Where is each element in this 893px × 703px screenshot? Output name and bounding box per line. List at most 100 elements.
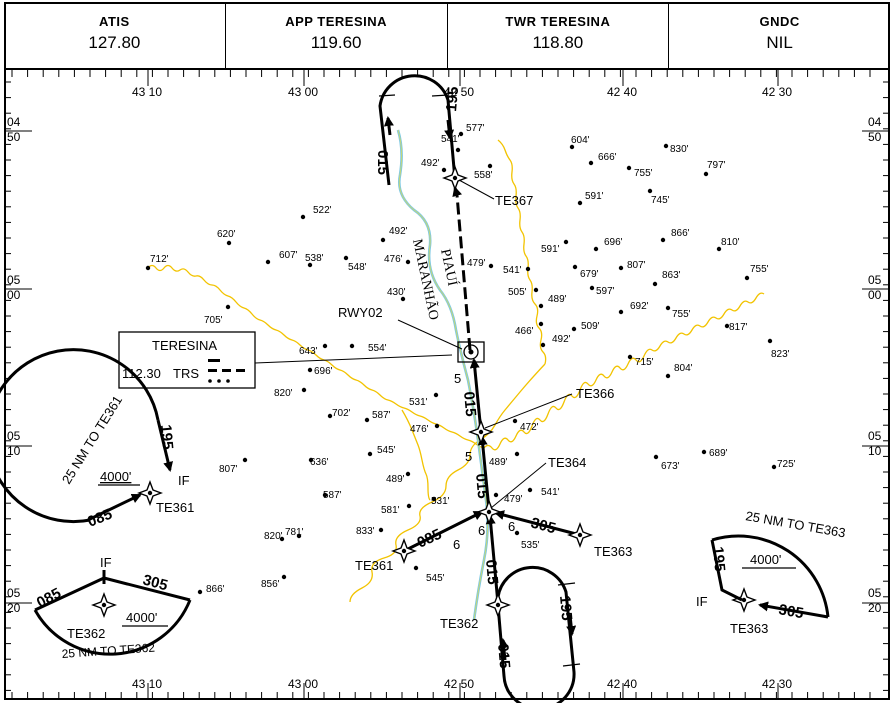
- spot-elevation-dot: [660, 237, 666, 243]
- spot-elevation-dot: [307, 262, 313, 268]
- spot-elevation-label: 817': [729, 322, 748, 333]
- spot-elevation-label: 636': [310, 457, 329, 468]
- boundary-line: [483, 292, 765, 451]
- spot-elevation-label: 581': [381, 505, 400, 516]
- spot-elevation-label: 620': [217, 229, 236, 240]
- spot-elevation-dot: [301, 387, 307, 393]
- spot-elevation-label: 545': [426, 573, 445, 584]
- spot-elevation-dot: [701, 449, 707, 455]
- spot-elevation-label: 548': [348, 262, 367, 273]
- fix-symbol-taa-te362: [91, 592, 117, 618]
- segment-distance: 6: [478, 523, 485, 538]
- lon-label: 43 10: [132, 85, 162, 99]
- freq-label: APP TERESINA: [285, 14, 388, 29]
- freq-cell-twr: TWR TERESINA 118.80: [448, 2, 670, 68]
- final-approach-segment: [455, 194, 472, 351]
- taa-te363: [710, 534, 830, 619]
- spot-elevation-dot: [487, 163, 493, 169]
- leader-lines: [254, 179, 573, 509]
- freq-value: NIL: [766, 33, 793, 52]
- vor-info-box: TERESINA 112.30 TRS: [118, 331, 256, 389]
- boundary-line: [349, 363, 546, 603]
- feeder-track: [469, 358, 483, 433]
- feeder-track-te362: [485, 514, 500, 605]
- lon-label: 43 00: [288, 677, 318, 691]
- spot-elevation-label: 479': [467, 258, 486, 269]
- spot-elevation-label: 531': [431, 496, 450, 507]
- boundary-line: [401, 409, 431, 501]
- spot-elevation-dot: [647, 188, 653, 194]
- taa-if-label: IF: [696, 594, 708, 609]
- course-label: 015: [374, 150, 391, 175]
- spot-elevation-label: 479': [504, 494, 523, 505]
- spot-elevation-label: 830': [670, 144, 689, 155]
- longitude-labels-bottom: 43 10 43 00 42 50 42 40 42 30: [132, 677, 792, 691]
- segment-distance: 5: [465, 449, 472, 464]
- freq-value: 118.80: [532, 33, 584, 52]
- spot-elevation-dot: [308, 457, 314, 463]
- course-label: 195: [443, 86, 462, 112]
- lat-label: 00: [868, 288, 882, 302]
- spot-elevation-label: 492': [421, 158, 440, 169]
- spot-elevation-label: 755': [750, 264, 769, 275]
- spot-elevation-dot: [767, 338, 773, 344]
- spot-elevation-label: 725': [777, 459, 796, 470]
- fix-label-te367: TE367: [495, 193, 533, 208]
- spot-elevation-label: 689': [709, 448, 728, 459]
- spot-elevation-label: 745': [651, 195, 670, 206]
- vor-name: TERESINA: [152, 338, 217, 353]
- spot-elevation-dot: [577, 200, 583, 206]
- spot-elevation-label: 476': [410, 424, 429, 435]
- freq-cell-gndc: GNDC NIL: [669, 2, 890, 68]
- spot-elevation-dot: [538, 303, 544, 309]
- lon-label: 43 10: [132, 677, 162, 691]
- lat-label: 10: [7, 444, 21, 458]
- spot-elevation-label: 541': [541, 487, 560, 498]
- course-label: 195: [157, 424, 176, 450]
- boundary-line: [497, 139, 547, 365]
- spot-elevation-label: 856': [261, 579, 280, 590]
- lat-label: 50: [868, 130, 882, 144]
- runway-label: RWY02: [338, 305, 383, 320]
- spot-elevation-dot: [527, 487, 533, 493]
- spot-elevation-dot: [588, 160, 594, 166]
- fix-symbol-te364: [476, 499, 502, 525]
- spot-elevation-dot: [525, 266, 531, 272]
- spot-elevation-label: 587': [323, 490, 342, 501]
- lat-label: 05: [868, 429, 882, 443]
- spot-elevation-dot: [225, 304, 231, 310]
- course-label: 015: [472, 473, 491, 499]
- taa-fix-label: TE363: [730, 621, 768, 636]
- taa-if-label: IF: [178, 473, 190, 488]
- taa-altitude: 4000': [750, 552, 781, 567]
- spot-elevation-dot: [400, 296, 406, 302]
- spot-elevation-label: 863': [662, 270, 681, 281]
- spot-elevation-dot: [665, 305, 671, 311]
- spot-elevation-label: 755': [634, 168, 653, 179]
- taa-arc-text: 25 NM TO TE362: [61, 640, 155, 661]
- spot-elevation-label: 866': [671, 228, 690, 239]
- lat-label: 05: [868, 273, 882, 287]
- frequency-bar: ATIS 127.80 APP TERESINA 119.60 TWR TERE…: [4, 2, 890, 70]
- course-label: 015: [482, 559, 501, 585]
- spot-elevation-label: 492': [389, 226, 408, 237]
- spot-elevation-dot: [533, 287, 539, 293]
- freq-value: 119.60: [310, 33, 362, 52]
- spot-elevation-label: 715': [635, 357, 654, 368]
- feeder-track: [477, 435, 491, 511]
- spot-elevation-dot: [589, 285, 595, 291]
- lat-label: 04: [7, 115, 21, 129]
- spot-elevation-label: 541': [503, 265, 522, 276]
- course-label: 015: [460, 391, 479, 417]
- spot-elevation-dot: [493, 492, 499, 498]
- spot-elevation-label: 535': [521, 540, 540, 551]
- spot-elevation-dot: [307, 367, 313, 373]
- spot-elevation-dot: [618, 309, 624, 315]
- spot-elevation-dot: [571, 326, 577, 332]
- spot-elevation-dot: [296, 533, 302, 539]
- freq-label: ATIS: [99, 14, 130, 29]
- lat-label: 50: [7, 130, 21, 144]
- spot-elevation-label: 820': [264, 531, 283, 542]
- lat-label: 20: [868, 601, 882, 615]
